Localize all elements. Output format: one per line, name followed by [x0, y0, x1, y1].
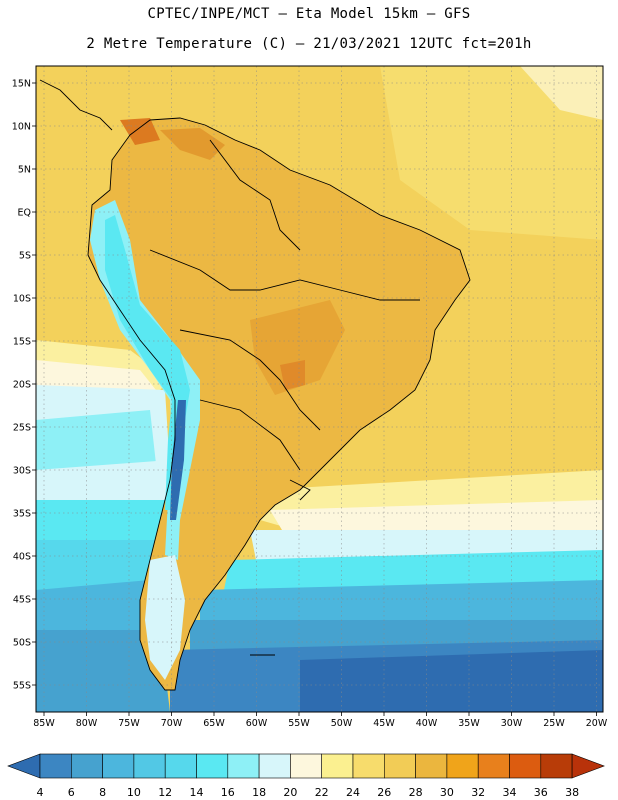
- longitude-labels: 85W 80W 75W 70W 65W 60W 55W 50W 45W 40W 35W 30W 25W 2…: [33, 712, 608, 729]
- colorbar-box: [509, 753, 542, 779]
- lon-label: 50W: [331, 718, 353, 729]
- lon-label: 20W: [586, 718, 608, 729]
- colorbar-label: 16: [221, 786, 235, 799]
- lat-label: 40S: [13, 552, 31, 563]
- lon-label: 80W: [76, 718, 98, 729]
- lat-label: 50S: [13, 638, 31, 649]
- lat-label: 35S: [13, 509, 31, 520]
- colorbar-box: [133, 753, 166, 779]
- colorbar-box: [477, 753, 510, 779]
- colorbar-label: 14: [190, 786, 204, 799]
- title-line-2: 2 Metre Temperature (C) – 21/03/2021 12U…: [86, 36, 532, 52]
- colorbar-label: 24: [346, 786, 360, 799]
- colorbar-label: 32: [471, 786, 485, 799]
- gridlines: [36, 66, 603, 712]
- colorbar-label: 18: [252, 786, 266, 799]
- lon-label: 40W: [416, 718, 438, 729]
- lon-label: 60W: [246, 718, 268, 729]
- lon-label: 55W: [288, 718, 310, 729]
- colorbar-box: [227, 753, 260, 779]
- colorbar-box: [102, 753, 135, 779]
- colorbar-label: 8: [99, 786, 106, 799]
- colorbar-label: 38: [565, 786, 579, 799]
- colorbar-label: 6: [68, 786, 75, 799]
- colorbar-box: [196, 753, 229, 779]
- title-line-1: CPTEC/INPE/MCT – Eta Model 15km – GFS: [147, 6, 471, 22]
- latitude-labels: 15N 10N 5N EQ 5S 10S 15S 20S 25S 30S 35S 40S 45S 50S 5…: [12, 79, 36, 692]
- temperature-field: [36, 66, 603, 712]
- lat-label: 10S: [13, 294, 31, 305]
- lon-label: 70W: [161, 718, 183, 729]
- lat-label: 55S: [13, 681, 31, 692]
- lat-label: 5S: [19, 251, 31, 262]
- colorbar-box: [352, 753, 385, 779]
- colorbar-box: [164, 753, 197, 779]
- colorbar-box: [446, 753, 479, 779]
- coastlines: [39, 79, 471, 691]
- lon-label: 25W: [543, 718, 565, 729]
- colorbar: 4 6 8 10 12 14 16 18 20 22 24 26 28 30 32 34 36 38: [7, 753, 605, 799]
- colorbar-box: [258, 753, 291, 779]
- colorbar-label: 22: [315, 786, 329, 799]
- lat-label: 5N: [18, 165, 31, 176]
- colorbar-label: 20: [283, 786, 297, 799]
- lon-label: 35W: [458, 718, 480, 729]
- colorbar-box: [383, 753, 416, 779]
- colorbar-label: 30: [440, 786, 454, 799]
- lat-label: 10N: [12, 122, 31, 133]
- colorbar-high-cap: [571, 753, 605, 779]
- map-frame: [35, 65, 604, 713]
- lat-label: 20S: [13, 380, 31, 391]
- colorbar-label: 36: [534, 786, 548, 799]
- lon-label: 85W: [33, 718, 55, 729]
- colorbar-label: 28: [409, 786, 423, 799]
- colorbar-label: 4: [37, 786, 44, 799]
- colorbar-low-cap: [7, 753, 41, 779]
- lon-label: 65W: [203, 718, 225, 729]
- colorbar-box: [39, 753, 72, 779]
- lon-label: 45W: [373, 718, 395, 729]
- lat-label: 25S: [13, 423, 31, 434]
- lat-label: 45S: [13, 595, 31, 606]
- colorbar-box: [71, 753, 103, 779]
- colorbar-label: 10: [127, 786, 141, 799]
- lon-label: 30W: [501, 718, 523, 729]
- lat-label: 15N: [12, 79, 31, 90]
- lat-label: EQ: [18, 208, 31, 219]
- lon-label: 75W: [118, 718, 140, 729]
- lat-label: 15S: [13, 337, 31, 348]
- colorbar-label: 26: [377, 786, 391, 799]
- colorbar-box: [321, 753, 354, 779]
- lat-label: 30S: [13, 466, 31, 477]
- colorbar-label: 12: [158, 786, 172, 799]
- colorbar-label: 34: [503, 786, 517, 799]
- colorbar-box: [415, 753, 448, 779]
- colorbar-box: [540, 753, 573, 779]
- colorbar-box: [290, 753, 322, 779]
